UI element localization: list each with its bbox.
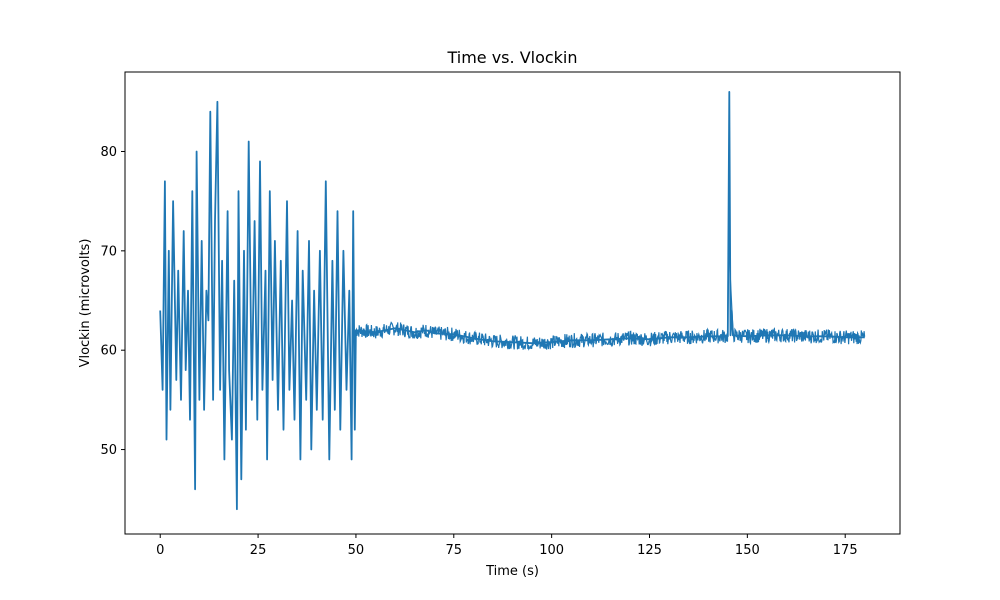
plot-frame: [124, 71, 901, 535]
series-layer: [159, 91, 866, 511]
x-tick-label: 150: [735, 543, 760, 558]
x-tick-label: 25: [250, 543, 267, 558]
x-tick-label: 175: [833, 543, 858, 558]
x-tick-label: 75: [446, 543, 463, 558]
x-axis-ticks: 0 25 50 75 100 125 150 175: [156, 534, 858, 558]
x-axis-label: Time (s): [485, 564, 539, 579]
chart-title: Time vs. Vlockin: [446, 48, 577, 67]
x-tick-label: 50: [348, 543, 365, 558]
series-noise-band: [355, 238, 866, 351]
y-axis-label: Vlockin (microvolts): [78, 239, 93, 368]
x-tick-label: 100: [539, 543, 564, 558]
x-tick-label: 0: [156, 543, 164, 558]
y-tick-label: 60: [100, 344, 117, 359]
x-tick-label: 125: [637, 543, 662, 558]
series-line: [159, 91, 865, 511]
y-tick-label: 70: [100, 244, 117, 259]
y-axis-ticks: 50 60 70 80: [100, 145, 125, 458]
y-tick-label: 80: [100, 145, 117, 160]
y-tick-label: 50: [100, 443, 117, 458]
